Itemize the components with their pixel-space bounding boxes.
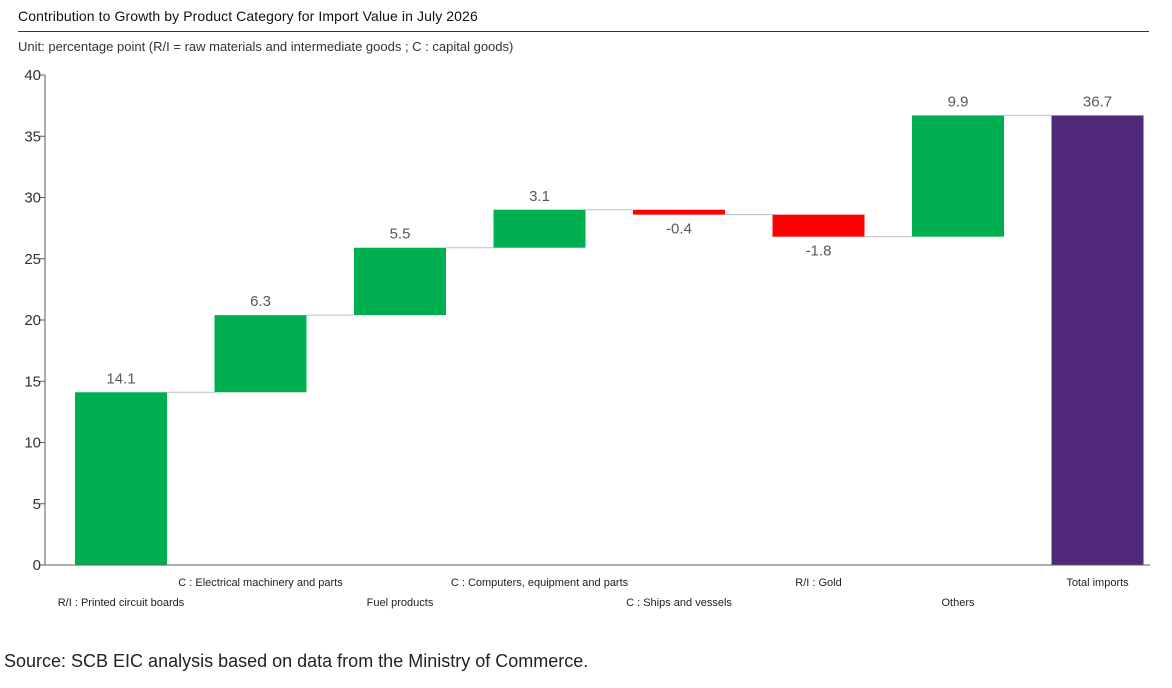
data-labels: 14.1 6.3 5.5 3.1 -0.4 -1.8 9.9 36.7 bbox=[106, 93, 1112, 387]
bar-5 bbox=[633, 209, 725, 215]
chart-subtitle: Unit: percentage point (R/I = raw materi… bbox=[18, 39, 514, 54]
bar-4 bbox=[493, 209, 586, 248]
y-tick-label: 30 bbox=[24, 190, 41, 207]
y-tick-label: 10 bbox=[24, 435, 41, 452]
bar-3 bbox=[354, 247, 446, 316]
y-tick-label: 35 bbox=[24, 128, 41, 145]
y-tick-label: 20 bbox=[24, 312, 41, 329]
data-label: 3.1 bbox=[529, 188, 550, 205]
waterfall-chart: 0 5 10 15 20 25 30 35 40 14.1 6.3 5.5 3.1 -0.4 -1.8 9.… bbox=[24, 67, 1150, 609]
category-label: Others bbox=[941, 597, 975, 609]
category-label: C : Ships and vessels bbox=[626, 597, 732, 609]
bar-8 bbox=[1051, 115, 1144, 566]
data-label: -0.4 bbox=[666, 221, 692, 238]
category-label: C : Computers, equipment and parts bbox=[451, 577, 629, 589]
connector-lines bbox=[167, 114, 1052, 393]
bar-6 bbox=[772, 214, 865, 237]
chart-title: Contribution to Growth by Product Catego… bbox=[18, 8, 478, 24]
category-label: Fuel products bbox=[367, 597, 434, 609]
data-label: -1.8 bbox=[806, 243, 832, 260]
source-note: Source: SCB EIC analysis based on data f… bbox=[4, 651, 589, 671]
data-label: 5.5 bbox=[390, 226, 411, 243]
y-tick-label: 5 bbox=[33, 496, 41, 513]
data-label: 14.1 bbox=[106, 370, 135, 387]
category-label: R/I : Printed circuit boards bbox=[58, 597, 185, 609]
x-axis: R/I : Printed circuit boards C : Electric… bbox=[40, 564, 1150, 609]
bar-1 bbox=[75, 392, 167, 565]
data-label: 6.3 bbox=[250, 293, 271, 310]
y-tick-label: 0 bbox=[33, 557, 41, 574]
bar-2 bbox=[214, 315, 307, 393]
y-tick-label: 25 bbox=[24, 251, 41, 268]
y-tick-label: 40 bbox=[24, 67, 41, 84]
data-label: 9.9 bbox=[948, 93, 969, 110]
data-label: 36.7 bbox=[1083, 93, 1112, 110]
y-axis: 0 5 10 15 20 25 30 35 40 bbox=[24, 67, 46, 574]
category-label: R/I : Gold bbox=[795, 577, 841, 589]
y-tick-label: 15 bbox=[24, 373, 41, 390]
category-label: Total imports bbox=[1066, 577, 1129, 589]
bar-7 bbox=[912, 115, 1004, 237]
category-label: C : Electrical machinery and parts bbox=[178, 577, 343, 589]
bars bbox=[75, 115, 1144, 566]
title-divider bbox=[18, 31, 1149, 32]
